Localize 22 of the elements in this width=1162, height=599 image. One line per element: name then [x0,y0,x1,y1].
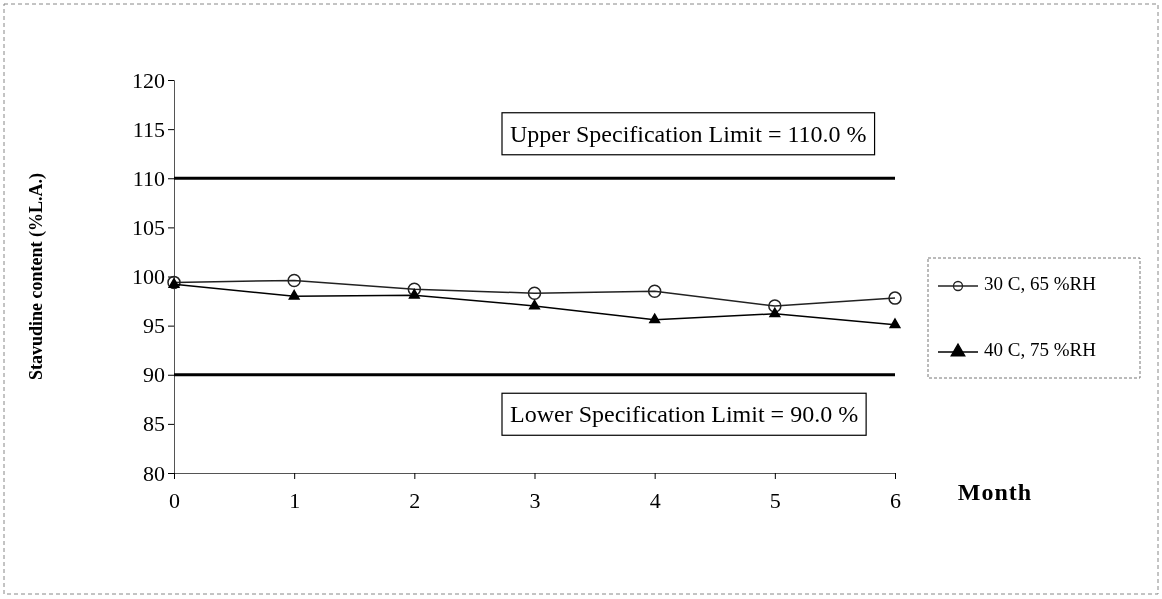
legend-label: 30 C, 65 %RH [984,273,1097,295]
x-tick-label: 0 [169,488,180,514]
y-tick-label: 115 [132,116,165,142]
x-tick-label: 3 [529,488,541,514]
legend-label: 40 C, 75 %RH [984,339,1097,361]
y-tick-label: 105 [132,214,165,240]
x-axis-title: Month [957,479,1033,505]
y-axis-title: Stavudine content (%L.A.) [26,172,47,381]
y-tick-label: 80 [143,460,165,486]
x-tick-label: 1 [289,488,301,514]
y-tick-label: 85 [143,411,165,437]
y-tick-label: 95 [143,313,165,339]
y-tick-label: 110 [132,165,165,191]
x-tick-label: 6 [890,488,901,514]
ref-line-label: Upper Specification Limit = 110.0 % [510,120,867,147]
y-tick-label: 120 [132,67,165,93]
x-tick-label: 2 [409,488,421,514]
x-tick-label: 5 [769,488,781,514]
y-tick-label: 100 [132,264,165,290]
ref-line-label: Lower Specification Limit = 90.0 % [510,401,859,428]
y-tick-label: 90 [143,362,165,388]
x-tick-label: 4 [649,488,661,514]
